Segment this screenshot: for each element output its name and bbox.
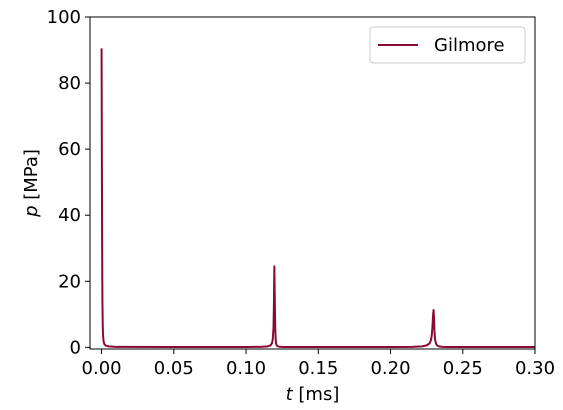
x-axis-title: t [ms] [286, 384, 340, 405]
x-axis-ticks: 0.00 0.05 0.10 0.15 0.20 0.25 0.30 [82, 349, 555, 379]
x-tick-label: 0.30 [515, 358, 555, 379]
x-axis-unit: [ms] [293, 384, 340, 405]
legend: Gilmore [369, 26, 526, 64]
x-tick-label: 0.10 [226, 358, 266, 379]
x-tick-label: 0.00 [82, 358, 122, 379]
y-tick-label: 40 [58, 205, 81, 226]
y-tick-label: 60 [58, 139, 81, 160]
y-tick-label: 0 [70, 337, 81, 358]
y-axis-unit: [MPa] [21, 149, 42, 205]
plot-area [100, 48, 535, 349]
legend-box [369, 26, 526, 64]
x-tick-label: 0.05 [154, 358, 194, 379]
x-axis-variable: t [286, 384, 294, 405]
legend-label-gilmore: Gilmore [434, 35, 505, 56]
y-tick-label: 20 [58, 271, 81, 292]
y-tick-label: 100 [47, 7, 81, 28]
x-tick-label: 0.20 [370, 358, 410, 379]
y-axis-ticks: 0 20 40 60 80 100 [47, 7, 90, 358]
y-axis-title: p [MPa] [21, 149, 42, 218]
y-tick-label: 80 [58, 73, 81, 94]
x-tick-label: 0.15 [298, 358, 338, 379]
x-tick-label: 0.25 [443, 358, 483, 379]
axes-frame [89, 16, 536, 350]
series-line-gilmore [100, 48, 535, 349]
y-axis-variable: p [21, 205, 42, 217]
